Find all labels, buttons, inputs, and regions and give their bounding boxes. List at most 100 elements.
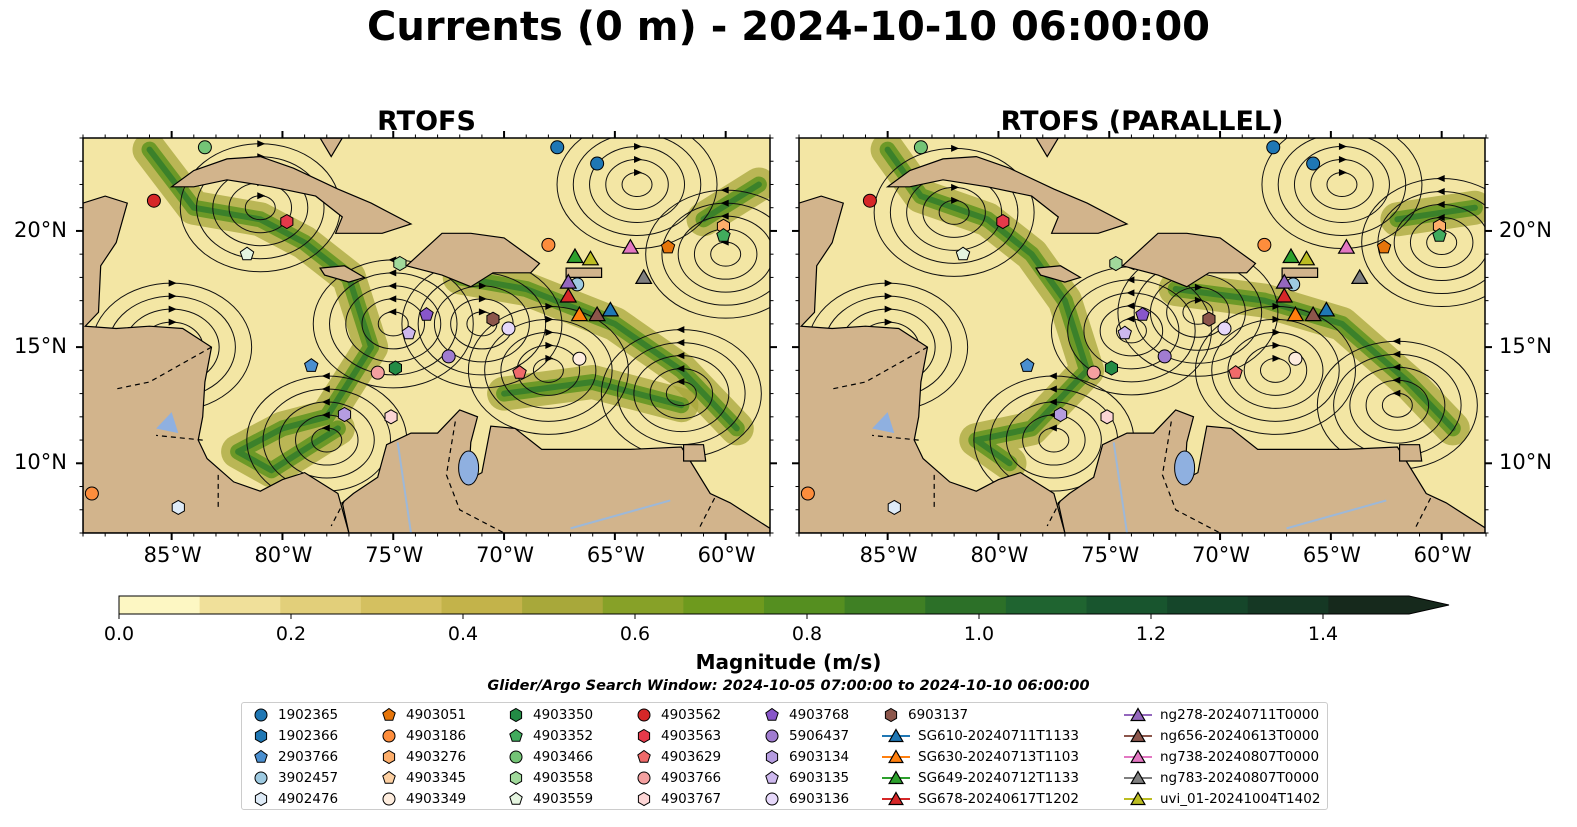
streamline-arrow <box>168 318 177 326</box>
legend-symbol <box>254 749 268 763</box>
legend-column: 1902365 1902366 2903766 3902457 4902476 <box>252 705 338 809</box>
streamline-arrow <box>1126 315 1135 323</box>
colorbar-segment <box>199 596 281 614</box>
streamline-arrow <box>951 144 960 152</box>
streamline-arrow <box>1272 341 1281 349</box>
marker-6903135 <box>401 325 416 340</box>
legend-symbol <box>1130 728 1146 743</box>
legend-marker-triangle <box>1124 790 1152 805</box>
marker-4903768 <box>1135 306 1150 321</box>
legend-marker-pentagon <box>637 749 651 763</box>
legend-marker-pentagon <box>765 708 779 722</box>
streamline-arrow <box>257 140 266 148</box>
map-frame <box>798 137 1486 534</box>
streamline-arrow <box>388 308 397 316</box>
land <box>83 195 350 533</box>
legend-label: ng656-20240613T0000 <box>1160 728 1320 745</box>
map-panel-rtofs-parallel <box>792 131 1492 540</box>
legend-entry: 4903766 <box>635 767 721 788</box>
legend-entry: 4903466 <box>507 747 593 768</box>
colorbar-segment <box>1086 596 1168 614</box>
marker-6903137 <box>1202 311 1216 327</box>
legend-marker-hexagon <box>509 770 523 785</box>
legend-marker-hexagon <box>254 729 268 744</box>
marker-4903562 <box>862 193 877 208</box>
marker-4903349 <box>572 351 587 366</box>
marker-ng783-20240807T0000 <box>1350 268 1369 284</box>
marker-SG610-20240711T1133 <box>601 301 620 317</box>
legend-symbol <box>382 708 396 722</box>
legend-marker-hexagon <box>637 729 651 744</box>
current-jet-max <box>146 146 375 474</box>
marker-SG649-20240712T1133 <box>566 247 584 264</box>
marker-SG630-20240713T1103 <box>570 305 589 322</box>
streamline-arrow <box>478 295 487 303</box>
legend-column: 4903051 4903186 4903276 4903345 4903349 <box>380 705 466 809</box>
legend-label: 6903136 <box>789 790 850 807</box>
legend-entry: 4903558 <box>507 767 593 788</box>
marker-1902365 <box>1306 156 1321 171</box>
streamline-arrow <box>321 372 330 380</box>
marker-4903767 <box>1100 409 1114 425</box>
legend-marker-pentagon <box>765 770 779 784</box>
country-border <box>330 500 346 527</box>
marker-4903558 <box>1109 255 1123 272</box>
marker-uvi_01-20241004T1402 <box>1297 250 1316 266</box>
legend-label: 4903276 <box>406 748 467 765</box>
country-border <box>445 421 505 533</box>
streamline-arrow <box>1436 214 1445 222</box>
streamline-arrow <box>884 318 893 326</box>
legend-label: 1902366 <box>278 728 339 745</box>
legend-label: SG630-20240713T1103 <box>918 748 1079 765</box>
colorbar-segment <box>1247 596 1329 614</box>
legend-entry: 4903562 <box>635 705 721 726</box>
legend-marker-circle <box>254 708 268 722</box>
marker-4903767 <box>384 409 398 425</box>
streamline-arrow <box>321 385 330 393</box>
streamline-arrow <box>1338 155 1347 163</box>
legend-marker-triangle <box>1124 749 1152 764</box>
streamline-arrow <box>884 305 893 313</box>
legend-symbol <box>765 770 779 784</box>
colorbar-segment <box>280 596 362 614</box>
legend-symbol <box>382 729 396 743</box>
marker-4903768 <box>419 306 434 321</box>
legend-entry: 4903051 <box>380 705 466 726</box>
marker-4903563 <box>996 214 1010 230</box>
streamline <box>556 138 718 249</box>
legend-marker-hexagon <box>765 749 779 765</box>
legend-symbol <box>1130 749 1146 764</box>
legend-marker-hexagon <box>637 791 651 806</box>
legend-symbol <box>765 729 779 743</box>
streamline-arrow <box>545 302 554 310</box>
legend-entry: 4903767 <box>635 788 721 809</box>
marker-ng656-20240613T0000 <box>1304 305 1322 322</box>
legend-marker-pentagon <box>254 749 268 763</box>
legend-label: 2903766 <box>278 748 339 765</box>
legend-entry: 4903559 <box>507 788 593 809</box>
legend-label: 3902457 <box>278 769 339 786</box>
legend-marker-triangle <box>882 770 910 784</box>
legend-symbol <box>382 770 396 784</box>
legend-symbol <box>765 792 779 806</box>
legend-entry: ng783-20240807T0000 <box>1124 767 1320 788</box>
legend-symbol <box>509 729 523 742</box>
colorbar-segment <box>1328 596 1410 614</box>
legend-label: 6903137 <box>908 707 969 724</box>
legend-symbol <box>509 770 523 785</box>
legend-symbol <box>637 729 651 744</box>
legend-marker-triangle <box>882 728 910 743</box>
legend-column: 6903137 SG610-20240711T1133 SG630-20240713… <box>882 705 1079 809</box>
streamline-arrow <box>1126 302 1135 310</box>
country-border <box>1046 500 1062 527</box>
legend-label: SG610-20240711T1133 <box>918 728 1079 745</box>
colorbar-tick-label: 0.6 <box>619 623 651 645</box>
marker-ng738-20240807T0000 <box>621 238 640 254</box>
marker-4903629 <box>512 365 527 379</box>
legend-label: 4903767 <box>661 790 722 807</box>
lake <box>156 412 179 434</box>
legend-marker-pentagon <box>509 729 523 742</box>
land <box>1121 232 1257 288</box>
legend-symbol <box>254 771 268 785</box>
legend-entry: 3902457 <box>252 767 338 788</box>
